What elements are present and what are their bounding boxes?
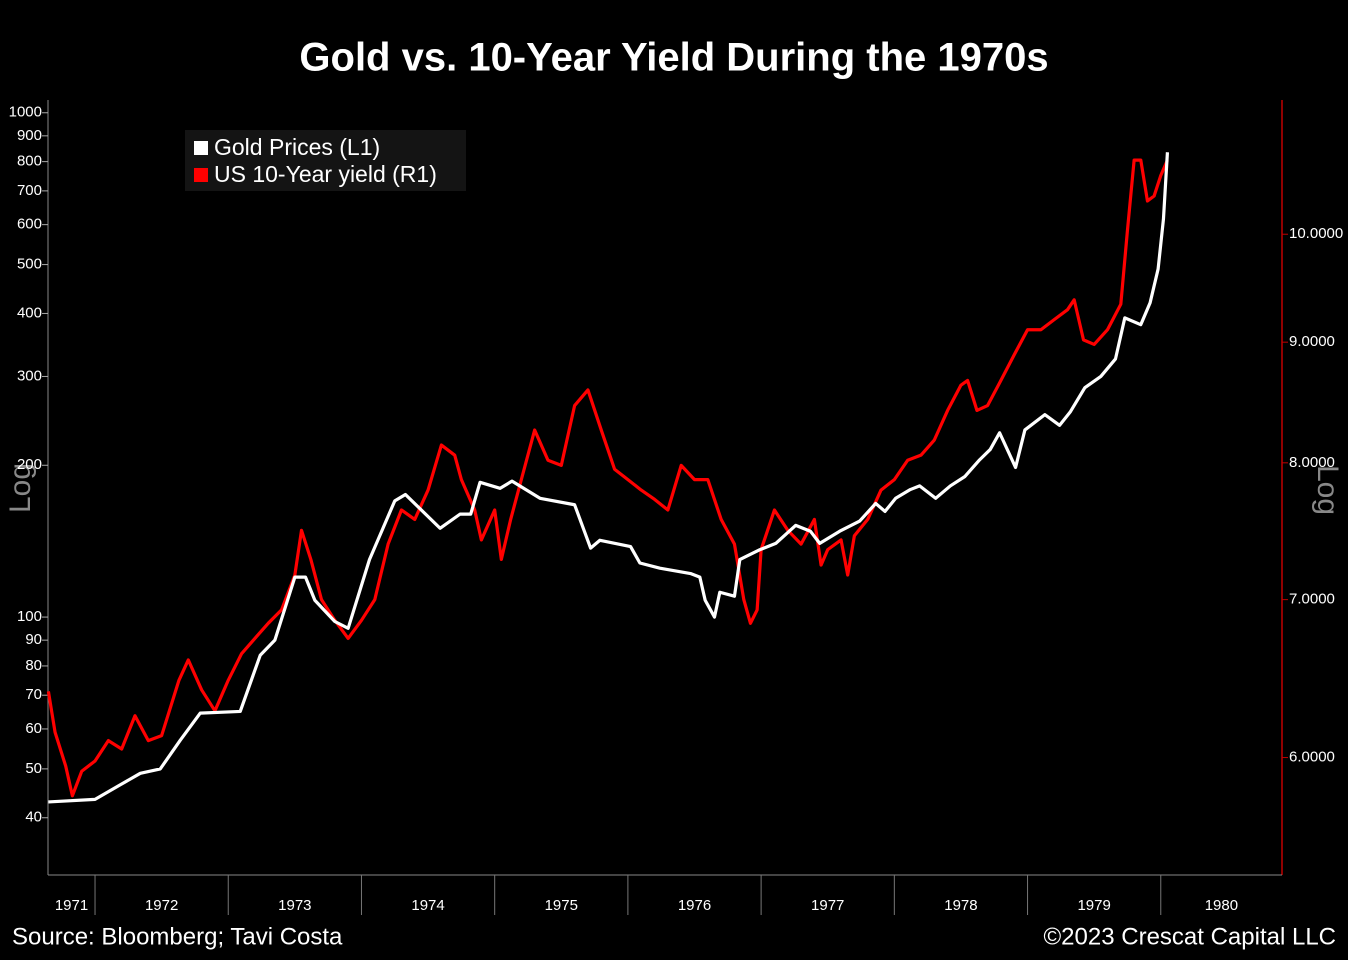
y-tick-label: 80 [25, 657, 42, 674]
y-tick-label: 50 [25, 760, 42, 777]
x-tick-label: 1979 [1077, 897, 1110, 914]
series-line [46, 158, 1169, 798]
x-tick-label: 1971 [55, 897, 88, 914]
y-tick-label: 70 [25, 686, 42, 703]
y2-tick-label: 8.0000 [1289, 454, 1335, 471]
legend-box [185, 130, 466, 191]
y2-tick-label: 6.0000 [1289, 749, 1335, 766]
chart-title: Gold vs. 10-Year Yield During the 1970s [299, 36, 1048, 80]
y-tick-label: 900 [17, 127, 42, 144]
y-tick-label: 40 [25, 809, 42, 826]
source-note: Source: Bloomberg; Tavi Costa [12, 923, 343, 950]
y-tick-label: 300 [17, 367, 42, 384]
y2-axis-label: Log [1311, 465, 1344, 515]
x-tick-label: 1972 [145, 897, 178, 914]
y-tick-label: 700 [17, 182, 42, 199]
x-tick-label: 1973 [278, 897, 311, 914]
y2-tick-label: 7.0000 [1289, 591, 1335, 608]
y-tick-label: 200 [17, 456, 42, 473]
y-tick-label: 500 [17, 256, 42, 273]
y-tick-label: 400 [17, 304, 42, 321]
series-line [48, 152, 1170, 804]
y-tick-label: 100 [17, 608, 42, 625]
y-axis-label: Log [4, 463, 37, 513]
x-tick-label: 1980 [1205, 897, 1238, 914]
legend-label: US 10-Year yield (R1) [214, 161, 437, 187]
x-tick-label: 1976 [678, 897, 711, 914]
legend-swatch [194, 168, 208, 182]
legend-label: Gold Prices (L1) [214, 134, 380, 160]
copyright-note: ©2023 Crescat Capital LLC [1044, 923, 1337, 950]
y-tick-label: 90 [25, 631, 42, 648]
y-tick-label: 600 [17, 216, 42, 233]
legend-swatch [194, 141, 208, 155]
y-tick-label: 800 [17, 153, 42, 170]
x-tick-label: 1977 [811, 897, 844, 914]
y2-tick-label: 10.0000 [1289, 225, 1343, 242]
y2-tick-label: 9.0000 [1289, 333, 1335, 350]
x-tick-label: 1975 [545, 897, 578, 914]
x-tick-label: 1978 [944, 897, 977, 914]
y-tick-label: 1000 [9, 104, 42, 121]
x-tick-label: 1974 [411, 897, 444, 914]
y-tick-label: 60 [25, 720, 42, 737]
